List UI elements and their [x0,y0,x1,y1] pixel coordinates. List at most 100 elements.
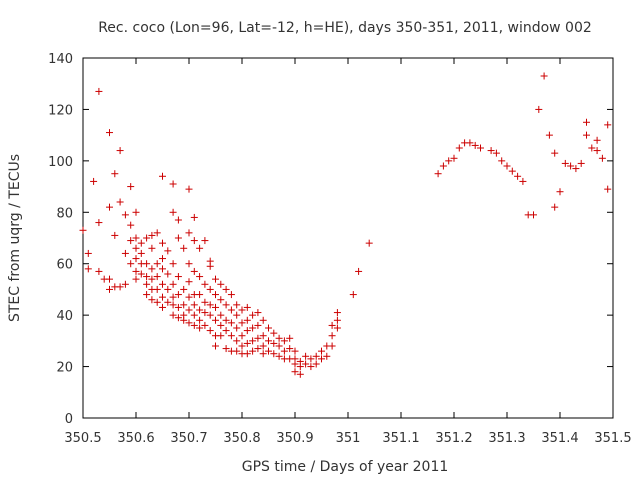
data-point [551,203,559,211]
data-point [249,347,257,355]
data-point [143,260,151,268]
data-point [333,324,341,332]
data-point [132,234,140,242]
data-point [286,334,294,342]
data-point [243,339,251,347]
data-point [545,131,553,139]
data-point [328,342,336,350]
data-point [492,149,500,157]
data-point [312,352,320,360]
data-points [79,72,612,378]
data-point [333,309,341,317]
data-point [243,350,251,358]
data-point [291,347,299,355]
data-point [535,105,543,113]
data-point [445,157,453,165]
data-point [212,342,219,350]
data-point [222,345,230,353]
data-point [174,303,182,311]
y-tick-label: 0 [65,412,73,427]
data-point [280,337,288,345]
data-point [243,316,251,324]
data-point [180,285,188,293]
data-point [132,255,140,263]
data-point [556,188,564,196]
data-point [233,311,241,319]
data-point [79,226,87,234]
data-point [159,303,166,311]
data-point [583,131,590,139]
y-axis-title: STEC from uqrg / TECUs [7,154,23,322]
data-point [243,327,251,335]
data-point [233,301,241,309]
data-point [127,221,135,229]
data-point [275,342,283,350]
data-point [196,324,204,332]
data-point [137,270,145,278]
data-point [355,267,363,275]
data-point [169,208,177,216]
data-point [169,260,177,268]
data-point [106,275,113,283]
data-point [169,311,177,319]
data-point [153,229,161,237]
data-point [127,237,135,245]
data-point [265,347,272,355]
data-point [116,147,124,155]
data-point [121,211,129,219]
data-point [196,306,204,314]
data-point [217,321,225,329]
x-tick-label: 350.7 [170,431,207,446]
data-point [233,347,241,355]
data-point [477,144,484,152]
data-point [593,136,601,144]
data-point [164,285,172,293]
data-point [503,162,511,170]
data-point [111,170,119,178]
y-tick-label: 80 [56,206,73,221]
data-point [159,255,166,263]
data-point [508,167,516,175]
data-point [174,234,182,242]
data-point [328,332,336,340]
data-point [222,301,230,309]
data-point [572,165,580,173]
data-point [185,319,193,327]
y-tick-label: 20 [56,361,73,376]
data-point [243,303,251,311]
data-point [206,311,214,319]
data-point [323,352,331,360]
data-point [190,321,198,329]
data-point [265,324,272,332]
data-point [174,273,182,281]
data-point [206,262,214,270]
data-point [153,298,161,306]
data-point [296,363,304,371]
data-point [174,314,182,322]
data-point [514,172,522,180]
data-point [318,347,325,355]
data-point [254,334,262,342]
data-point [169,180,177,188]
data-point [212,291,219,299]
data-point [249,324,257,332]
data-point [254,309,262,317]
data-point [519,177,527,185]
x-axis-title: GPS time / Days of year 2011 [242,459,449,475]
data-point [201,237,209,245]
data-point [328,321,336,329]
data-point [106,203,113,211]
x-tick-label: 350.6 [117,431,154,446]
x-tick-label: 351.1 [382,431,419,446]
x-tick-label: 350.8 [223,431,260,446]
data-point [286,345,294,353]
data-point [196,273,204,281]
data-point [143,234,151,242]
data-point [169,280,177,288]
data-point [275,334,283,342]
data-point [164,247,172,255]
data-point [116,198,124,206]
data-point [540,72,548,80]
data-point [217,296,225,304]
